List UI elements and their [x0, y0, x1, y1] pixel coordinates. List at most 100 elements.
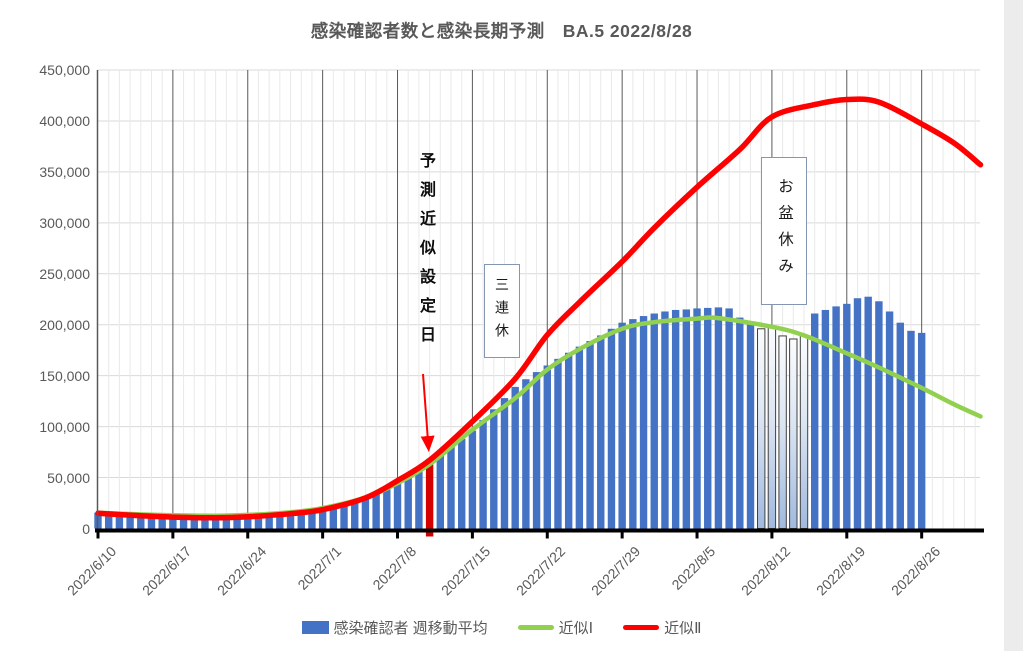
obon-holiday-label: お盆休み [776, 178, 793, 284]
bar-series-label: 感染確認者 週移動平均 [333, 620, 488, 637]
bar [511, 386, 519, 529]
bar [179, 515, 188, 529]
bar [169, 515, 177, 529]
approx1-label: 近似Ⅰ [558, 620, 594, 637]
bar [843, 303, 851, 529]
bar [276, 512, 284, 529]
bar [586, 341, 594, 529]
bar [415, 470, 423, 529]
y-axis-label: 450,000 [39, 62, 90, 78]
y-axis-label: 250,000 [39, 265, 90, 282]
bar [875, 301, 883, 529]
bar [607, 328, 616, 529]
y-axis-label: 100,000 [39, 418, 90, 435]
x-tick [171, 532, 175, 539]
y-axis-label: 400,000 [39, 112, 90, 129]
bar [468, 430, 477, 529]
red-bar-below-axis [425, 532, 434, 537]
y-axis-label: 150,000 [39, 367, 90, 384]
x-tick [545, 532, 549, 539]
bar [104, 513, 113, 529]
bar [233, 514, 241, 529]
bar [190, 515, 198, 529]
approx2-label: 近似Ⅱ [664, 620, 702, 637]
y-axis-label: 50,000 [47, 469, 90, 486]
bar [736, 317, 744, 529]
y-axis-label: 300,000 [39, 214, 90, 231]
bar [318, 506, 327, 529]
x-tick [695, 532, 699, 539]
prediction-date-annotation: 予測近似設定日 [417, 152, 434, 355]
bar [244, 514, 252, 529]
bar [618, 322, 626, 529]
bar [490, 409, 498, 529]
x-tick [396, 532, 400, 539]
y-axis-label: 350,000 [39, 163, 90, 180]
three-day-weekend-annotation-box: 三連休 [484, 264, 520, 358]
x-tick-marks [96, 532, 924, 539]
bar [340, 502, 348, 529]
bar [308, 508, 316, 529]
holiday-bar [789, 338, 798, 529]
bar [404, 477, 412, 529]
bar [725, 308, 733, 529]
holiday-bar [778, 335, 787, 529]
legend-item-approx2: 近似Ⅱ [623, 617, 702, 638]
legend-item-confirmed-cases: 感染確認者 週移動平均 [301, 617, 488, 638]
x-tick [770, 532, 774, 539]
bar [714, 307, 723, 529]
bar [457, 438, 466, 529]
x-tick [96, 532, 100, 539]
bar [522, 379, 530, 529]
bar [682, 309, 691, 529]
bar [564, 352, 573, 529]
bar [554, 358, 562, 529]
bar [329, 504, 338, 529]
bar [351, 500, 359, 529]
x-tick [920, 532, 924, 539]
x-tick [321, 532, 325, 539]
bar [147, 515, 156, 529]
bar [532, 372, 541, 529]
legend-item-approx1: 近似Ⅰ [517, 617, 594, 638]
bar [265, 512, 273, 529]
bar [864, 296, 872, 529]
bar [597, 335, 605, 529]
three-day-weekend-label: 三連休 [494, 276, 510, 346]
bar [500, 398, 509, 529]
bar [650, 313, 658, 529]
holiday-bar [799, 335, 809, 529]
bar [917, 332, 926, 529]
bar [393, 483, 402, 529]
y-axis-label: 200,000 [39, 316, 90, 333]
bar [115, 514, 124, 529]
bar [372, 493, 380, 529]
bar [885, 311, 894, 529]
bar [447, 446, 455, 529]
bar [639, 316, 648, 529]
bar [383, 488, 391, 529]
bar [297, 509, 305, 529]
bar [661, 311, 669, 529]
bar [479, 419, 487, 529]
x-tick [845, 532, 849, 539]
bar [746, 323, 755, 529]
bar [158, 515, 166, 529]
bar [201, 515, 209, 529]
bar [575, 346, 584, 529]
bar [211, 515, 220, 529]
holiday-bar [767, 327, 777, 530]
bar [543, 365, 551, 529]
holiday-bar [757, 328, 766, 530]
x-tick [620, 532, 624, 539]
bar [254, 513, 263, 529]
bar [810, 313, 819, 529]
y-axis-label: 0 [82, 520, 90, 537]
bars [94, 296, 926, 530]
bar [286, 511, 295, 529]
bar [832, 306, 840, 529]
bar [704, 307, 712, 529]
bar [821, 309, 830, 529]
